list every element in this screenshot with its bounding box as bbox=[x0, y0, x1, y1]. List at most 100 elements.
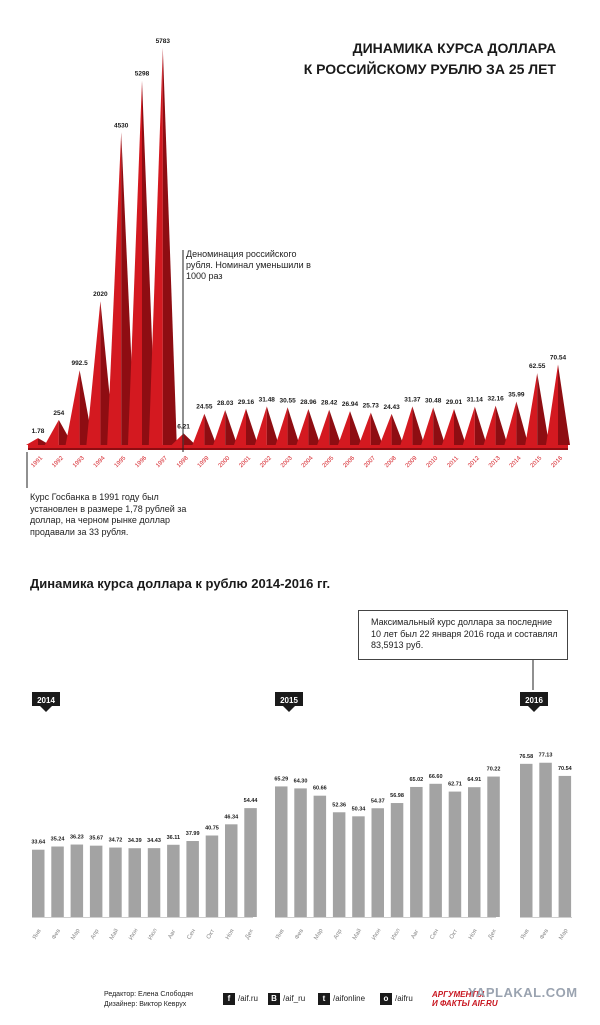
spike-left bbox=[296, 409, 309, 445]
month-tick-label: Янв bbox=[275, 928, 286, 940]
spike-left bbox=[358, 412, 371, 445]
aif-logo-line2: И ФАКТЫ AIF.RU bbox=[432, 999, 498, 1008]
social-twitter-link[interactable]: t/aifonline bbox=[318, 992, 365, 1006]
month-tick-label: Янв bbox=[520, 928, 531, 940]
data-label: 31.37 bbox=[404, 396, 421, 403]
social-facebook-link[interactable]: f/aif.ru bbox=[223, 992, 258, 1006]
month-tick-label: Мар bbox=[558, 927, 569, 941]
spike-left bbox=[483, 405, 496, 445]
bar bbox=[429, 783, 442, 917]
bar bbox=[294, 788, 307, 917]
bar bbox=[147, 848, 161, 917]
bar-value-label: 65.02 bbox=[409, 777, 423, 783]
bar bbox=[167, 844, 180, 917]
bar-value-label: 77.13 bbox=[539, 753, 553, 759]
aif-logo: АРГУМЕНТЫ И ФАКТЫ AIF.RU bbox=[432, 990, 498, 1008]
social-label: /aifonline bbox=[333, 994, 366, 1003]
spike-left bbox=[107, 132, 122, 445]
spike-left bbox=[400, 406, 413, 445]
bar-value-label: 36.11 bbox=[167, 835, 180, 841]
baseline bbox=[28, 445, 568, 448]
bar bbox=[32, 849, 45, 917]
spike-group bbox=[358, 412, 383, 445]
bar bbox=[332, 812, 346, 917]
spike-group bbox=[213, 410, 238, 445]
spike-right bbox=[433, 407, 446, 445]
bar-value-label: 36.23 bbox=[70, 835, 84, 841]
month-tick-label: Май bbox=[351, 927, 363, 941]
spike-right bbox=[391, 413, 404, 445]
footer-credits: Редактор: Елена Слободян Дизайнер: Викто… bbox=[104, 990, 193, 1010]
bar bbox=[390, 803, 404, 917]
aif-logo-line1: АРГУМЕНТЫ bbox=[432, 990, 485, 999]
bar-value-label: 60.66 bbox=[313, 786, 327, 792]
spike-group bbox=[462, 406, 487, 445]
chart-title: ДИНАМИКА КУРСА ДОЛЛАРА К РОССИЙСКОМУ РУБ… bbox=[300, 38, 556, 80]
odnoklassniki-icon: o bbox=[380, 993, 392, 1005]
social-ok-link[interactable]: o/aifru bbox=[380, 992, 413, 1006]
bar-value-label: 56.98 bbox=[390, 793, 404, 799]
spike-group bbox=[171, 433, 196, 445]
bar-chart-2014-2016: 2014 33.64 Янв 35.24 Фев 36.23 Мар 35.67 Апр 34.7… bbox=[31, 660, 573, 942]
spike-group bbox=[442, 408, 466, 445]
data-label: 6.21 bbox=[177, 423, 190, 430]
month-tick-label: Июл bbox=[148, 927, 160, 941]
data-label: 26.94 bbox=[342, 401, 359, 408]
spike-left bbox=[254, 406, 267, 445]
spike-right bbox=[474, 406, 487, 445]
spike-right bbox=[412, 406, 425, 445]
spike-right bbox=[225, 410, 238, 445]
month-tick-label: Янв bbox=[32, 928, 43, 940]
social-vk-link[interactable]: В/aif_ru bbox=[268, 992, 305, 1006]
spike-group bbox=[254, 406, 279, 445]
bar-value-label: 34.39 bbox=[128, 838, 142, 844]
spike-group bbox=[421, 407, 446, 445]
data-label: 28.96 bbox=[300, 399, 317, 406]
month-tick-label: Май bbox=[108, 927, 120, 941]
spike-right bbox=[370, 412, 383, 445]
month-tick-label: Июл bbox=[391, 927, 403, 941]
bar-value-label: 64.91 bbox=[467, 777, 481, 783]
bar bbox=[487, 776, 500, 917]
data-label: 5783 bbox=[156, 38, 171, 45]
bar bbox=[558, 775, 572, 917]
spike-chart-1991-2016: 1.7819912541992992.519932020199445301995… bbox=[26, 38, 570, 488]
spike-group bbox=[338, 411, 362, 445]
bar bbox=[313, 795, 327, 917]
spike-left bbox=[44, 419, 59, 445]
spike-left bbox=[171, 433, 184, 445]
spike-left bbox=[65, 370, 80, 445]
group-baseline bbox=[275, 917, 496, 918]
spike-left bbox=[234, 408, 246, 445]
spike-left bbox=[525, 373, 538, 445]
month-tick-label: Фев bbox=[51, 928, 62, 941]
bar bbox=[520, 763, 533, 917]
month-tick-label: Сен bbox=[186, 928, 197, 941]
spike-left bbox=[213, 410, 226, 445]
bar bbox=[205, 835, 219, 917]
month-tick-label: Июн bbox=[128, 928, 139, 942]
data-label: 29.16 bbox=[238, 399, 255, 406]
bar-value-label: 37.99 bbox=[186, 831, 200, 837]
bar-value-label: 54.37 bbox=[371, 798, 385, 804]
data-label: 24.55 bbox=[196, 404, 213, 411]
social-label: /aif.ru bbox=[238, 994, 259, 1003]
year-tag-pointer bbox=[528, 706, 540, 712]
spike-group bbox=[128, 80, 156, 445]
bar-value-label: 62.71 bbox=[448, 782, 462, 788]
bar bbox=[89, 845, 103, 917]
data-label: 992.5 bbox=[71, 360, 88, 367]
social-label: /aifru bbox=[395, 994, 413, 1003]
spike-right bbox=[537, 373, 550, 445]
data-label: 5298 bbox=[135, 71, 150, 78]
data-label: 1.78 bbox=[32, 428, 45, 435]
chart-title-line2: К РОССИЙСКОМУ РУБЛЮ ЗА 25 ЛЕТ bbox=[303, 61, 556, 77]
month-tick-label: Авг bbox=[411, 928, 421, 940]
data-label: 31.14 bbox=[467, 397, 484, 404]
bar bbox=[225, 824, 238, 917]
bar bbox=[352, 816, 365, 917]
spike-group bbox=[317, 409, 342, 445]
spike-right bbox=[558, 364, 570, 445]
month-tick-label: Окт bbox=[449, 928, 459, 940]
data-label: 35.99 bbox=[508, 391, 525, 398]
